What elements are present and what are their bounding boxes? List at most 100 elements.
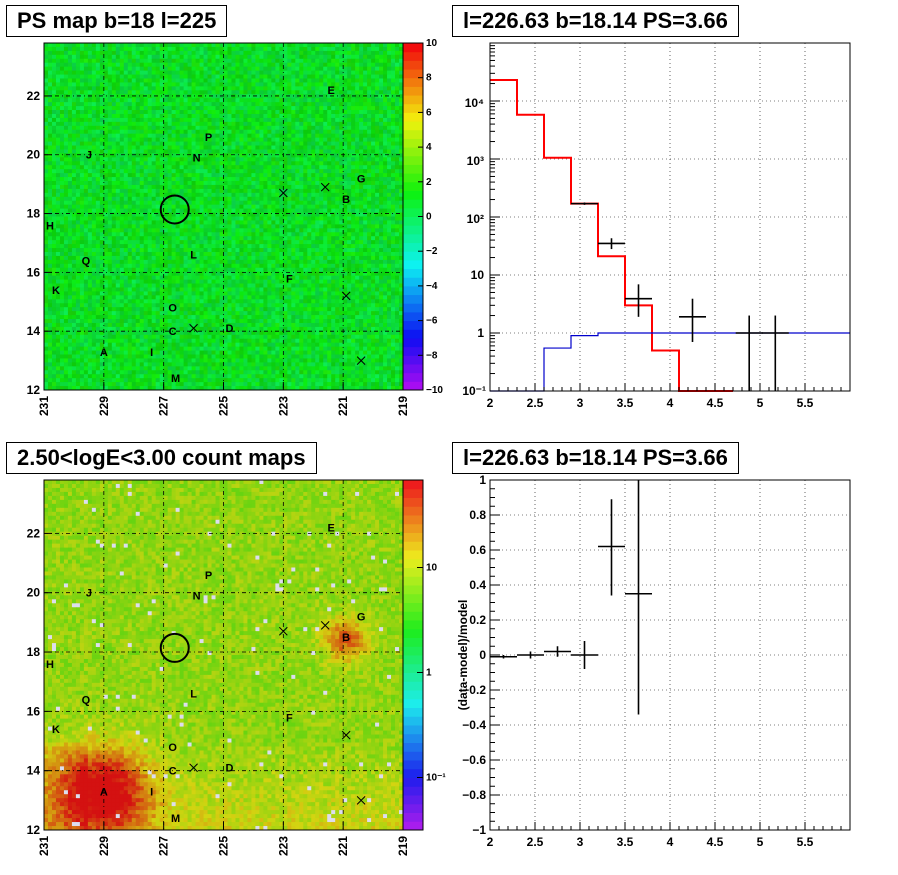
colorbar-segment: [403, 43, 423, 52]
y-tick-label: 22: [27, 89, 41, 103]
colorbar-segment: [403, 751, 423, 760]
colorbar-segment: [403, 347, 423, 356]
x-tick-label: 223: [276, 396, 290, 416]
source-label-I: I: [150, 786, 153, 798]
x-tick-label: 223: [276, 836, 290, 856]
residual-point: [517, 652, 544, 659]
source-label-C: C: [169, 326, 177, 338]
y-tick-label: 18: [27, 645, 41, 659]
y-tick-label: 0.8: [469, 508, 486, 522]
x-tick-label: 2.5: [527, 835, 544, 849]
colorbar-segment: [403, 786, 423, 795]
spectrum-grid: [490, 43, 850, 391]
colorbar-segment: [403, 173, 423, 182]
colorbar-segment: [403, 104, 423, 113]
colorbar-segment: [403, 594, 423, 603]
colorbar-segment: [403, 559, 423, 568]
y-tick-label: 1: [477, 326, 484, 340]
colorbar-tick: −2: [426, 246, 438, 257]
y-tick-label: 16: [27, 265, 41, 279]
source-label-P: P: [205, 132, 212, 144]
colorbar-segment: [403, 312, 423, 321]
y-tick-label: 10³: [467, 154, 484, 168]
model-component-step: [490, 333, 850, 391]
colorbar-segment: [403, 699, 423, 708]
colorbar-segment: [403, 121, 423, 130]
colorbar-segment: [403, 321, 423, 330]
colorbar-segment: [403, 541, 423, 550]
x-tick-label: 3.5: [617, 835, 634, 849]
colorbar-segment: [403, 234, 423, 243]
colorbar-tick: 2: [426, 177, 432, 188]
residual-point: [598, 499, 625, 595]
x-tick-label: 4.5: [707, 835, 724, 849]
colorbar-segment: [403, 725, 423, 734]
colorbar-segment: [403, 381, 423, 390]
y-tick-label: 22: [27, 526, 41, 540]
source-label-N: N: [193, 153, 201, 165]
colorbar-tick: −8: [426, 350, 438, 361]
x-tick-label: 5.5: [797, 835, 814, 849]
colorbar-segment: [403, 303, 423, 312]
colorbar-tick: 10: [426, 563, 438, 574]
y-tick-label: 10⁻¹: [462, 384, 486, 398]
colorbar-segment: [403, 147, 423, 156]
source-label-L: L: [190, 250, 197, 262]
y-tick-label: 20: [27, 586, 41, 600]
y-tick-label: 0.4: [469, 578, 486, 592]
source-label-D: D: [226, 323, 234, 335]
source-label-N: N: [193, 591, 201, 603]
count-map-title: 2.50<logE<3.00 count maps: [6, 442, 317, 474]
colorbar-segment: [403, 138, 423, 147]
x-tick-label: 227: [157, 836, 171, 856]
source-label-E: E: [328, 85, 335, 97]
x-tick-label: 5: [757, 396, 764, 410]
colorbar-segment: [403, 364, 423, 373]
x-tick-label: 3.5: [617, 396, 634, 410]
source-label-J: J: [86, 150, 92, 162]
colorbar-tick: 6: [426, 107, 432, 118]
colorbar-segment: [403, 190, 423, 199]
colorbar-segment: [403, 611, 423, 620]
source-label-K: K: [52, 724, 60, 736]
y-tick-label: 0.2: [469, 613, 486, 627]
x-tick-label: 2: [487, 396, 494, 410]
y-tick-label: 12: [27, 383, 41, 397]
source-label-B: B: [342, 632, 350, 644]
x-tick-label: 3: [577, 396, 584, 410]
colorbar-segment: [403, 95, 423, 104]
data-point: [625, 284, 652, 316]
colorbar-segment: [403, 130, 423, 139]
source-label-P: P: [205, 570, 212, 582]
y-tick-label: 20: [27, 148, 41, 162]
colorbar-segment: [403, 568, 423, 577]
colorbar-segment: [403, 277, 423, 286]
source-label-E: E: [328, 522, 335, 534]
colorbar-segment: [403, 629, 423, 638]
colorbar-segment: [403, 286, 423, 295]
source-label-M: M: [171, 373, 180, 385]
colorbar-segment: [403, 199, 423, 208]
colorbar-segment: [403, 506, 423, 515]
x-tick-label: 4: [667, 835, 674, 849]
x-tick-label: 5.5: [797, 396, 814, 410]
colorbar-segment: [403, 664, 423, 673]
x-tick-label: 2.5: [527, 396, 544, 410]
colorbar-segment: [403, 734, 423, 743]
colorbar-segment: [403, 489, 423, 498]
colorbar-segment: [403, 813, 423, 822]
y-tick-label: 10⁴: [465, 96, 484, 110]
x-tick-label: 231: [37, 836, 51, 856]
x-tick-label: 225: [217, 396, 231, 416]
y-tick-label: 14: [27, 324, 41, 338]
x-tick-label: 4.5: [707, 396, 724, 410]
data-point: [679, 299, 706, 342]
source-label-F: F: [286, 712, 293, 724]
colorbar-segment: [403, 69, 423, 78]
colorbar-segment: [403, 373, 423, 382]
colorbar-tick: 1: [426, 668, 432, 679]
source-label-Q: Q: [82, 694, 91, 706]
